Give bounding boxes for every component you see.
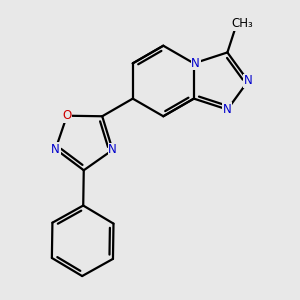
- Text: CH₃: CH₃: [231, 17, 253, 30]
- Text: O: O: [62, 109, 72, 122]
- Text: N: N: [244, 74, 253, 88]
- Text: N: N: [223, 103, 232, 116]
- Text: N: N: [108, 143, 117, 157]
- Text: N: N: [191, 57, 200, 70]
- Text: N: N: [51, 142, 60, 156]
